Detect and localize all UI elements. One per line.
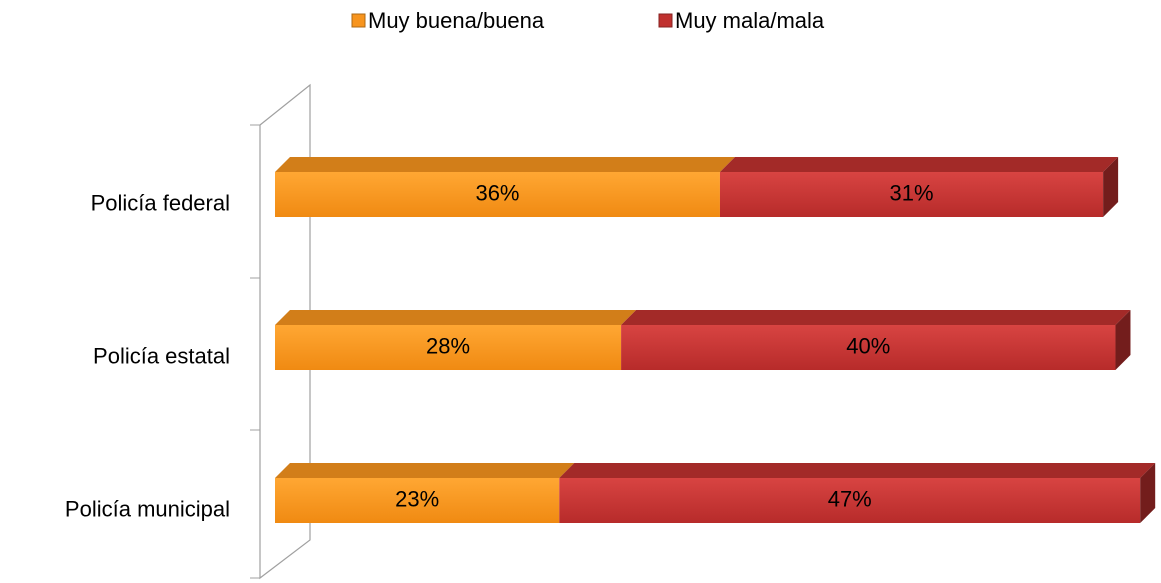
y-tick-label: Policía estatal [93, 343, 230, 368]
bar-face [275, 463, 575, 478]
data-label: 40% [846, 333, 890, 358]
bar-face [559, 478, 1141, 523]
bar-face [275, 172, 720, 217]
bar-face [275, 157, 735, 172]
y-tick-label: Policía federal [91, 190, 230, 215]
bar-face [275, 478, 560, 523]
legend-label: Muy buena/buena [368, 8, 545, 33]
axis-ticks [250, 124, 260, 579]
bar-face [621, 325, 1116, 370]
data-label: 31% [890, 180, 934, 205]
legend-swatch [351, 13, 366, 28]
bar-segment [621, 310, 1131, 370]
data-label: 47% [828, 486, 872, 511]
y-tick-label: Policía municipal [65, 496, 230, 521]
bar-face [559, 463, 1156, 478]
legend-label: Muy mala/mala [675, 8, 825, 33]
bar-face [1140, 463, 1156, 523]
bar-segment [275, 310, 637, 370]
bar-segment [719, 157, 1119, 217]
bar-segment [559, 463, 1156, 523]
bar-face [621, 310, 1131, 325]
bar-segment [275, 463, 575, 523]
bar-face [275, 310, 637, 325]
data-label: 23% [395, 486, 439, 511]
bar-face [719, 172, 1104, 217]
data-label: 28% [426, 333, 470, 358]
bar-face [1103, 157, 1119, 217]
data-label: 36% [475, 180, 519, 205]
bar-face [275, 325, 622, 370]
bar-segment [275, 157, 735, 217]
bar-face [719, 157, 1119, 172]
legend-swatch [658, 13, 673, 28]
bar-face [1115, 310, 1131, 370]
